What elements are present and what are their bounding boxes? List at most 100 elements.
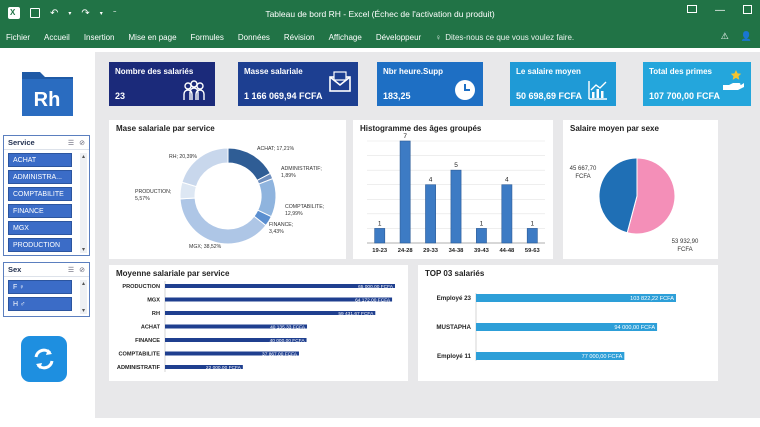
clear-filter-icon[interactable]: ⊘ [79,266,85,274]
kpi-value: 107 700,00 FCFA [649,91,721,101]
category-label: Employé 23 [437,295,472,302]
redo-dropdown-icon[interactable]: ▾ [99,10,103,17]
slicer-item-administratif[interactable]: ADMINISTRA... [8,170,72,184]
donut-label: ADMINISTRATIF; 1,89% [281,166,322,179]
data-label: 65 000,00 FCFA [358,284,394,290]
hbar [165,297,393,302]
service-slicer-scrollbar[interactable]: ▴ ▾ [80,153,87,253]
tab-formules[interactable]: Formules [190,33,224,42]
clear-filter-icon[interactable]: ⊘ [79,139,85,147]
kpi-value: 183,25 [383,91,411,101]
salary-by-sex-panel: Salaire moyen par sexe 45 667,70 FCFA 53 9… [563,120,718,259]
tab-developpeur[interactable]: Développeur [375,33,422,42]
slicer-item-finance[interactable]: FINANCE [8,204,72,218]
lightbulb-icon: ♀ [435,33,442,42]
hbar [165,284,395,288]
age-histogram-chart: 1 19-23 7 24-28 4 29-33 5 34-38 1 39-43 4 44-48 1 59-… [367,133,545,254]
data-label: 40 000,00 FCFA [270,338,306,344]
refresh-button[interactable] [21,336,67,382]
sex-slicer-scrollbar[interactable]: ▴ ▾ [80,280,87,314]
tab-insertion[interactable]: Insertion [83,33,115,42]
slicer-item-comptabilite[interactable]: COMPTABILITE [8,187,72,201]
ribbon-right-icons: ⚠ 👤 [721,31,752,42]
user-icon[interactable]: 👤 [740,31,752,41]
kpi-value: 23 [115,91,126,101]
excel-ribbon: X ↶ ▾ ↷ ▾ ⁼ Tableau de bord RH - Excel (… [0,0,760,48]
multi-select-icon[interactable]: ☰ [67,266,75,274]
category-label: MUSTAPHA [436,324,471,331]
category-label: FINANCE [135,338,160,344]
donut-slice [179,197,267,245]
tab-fichier[interactable]: Fichier [6,33,31,42]
service-slicer[interactable]: Service ☰ ⊘ ACHAT ADMINISTRA... COMPTABI… [3,135,90,256]
pie-slice [598,157,638,234]
sex-slicer[interactable]: Sex ☰ ⊘ F ♀ H ♂ ▴ ▾ [3,262,90,317]
donut-label: ACHAT; 17,21% [257,146,294,152]
kpi-card-employees: Nombre des salariés 23 [109,62,215,106]
data-label: 103 822,22 FCFA [630,296,674,302]
kpi-card-bonus: Total des primes 107 700,00 FCFA [643,62,751,106]
hbar [165,324,308,329]
tab-mise-en-page[interactable]: Mise en page [128,33,177,42]
status-bar [0,418,760,427]
slicer-item-female[interactable]: F ♀ [8,280,72,294]
kpi-label: Nombre des salariés [115,67,194,76]
multi-select-icon[interactable]: ☰ [67,139,75,147]
customize-qat-icon[interactable]: ⁼ [112,10,117,17]
histogram-bar [425,184,436,244]
tab-accueil[interactable]: Accueil [44,33,70,42]
x-tick-label: 39-43 [474,248,490,254]
ribbon-display-icon[interactable] [687,5,697,13]
undo-icon[interactable]: ↶ [50,7,59,19]
hbar [165,351,299,356]
histogram-bar [526,228,538,244]
save-icon[interactable] [30,8,40,18]
scroll-up-icon[interactable]: ▴ [81,281,85,287]
undo-dropdown-icon[interactable]: ▾ [68,10,72,17]
data-label: 59 431,67 FCFA [338,311,374,317]
kpi-label: Nbr heure.Supp [383,67,444,76]
kpi-card-overtime: Nbr heure.Supp 183,25 [377,62,483,106]
scroll-down-icon[interactable]: ▾ [81,247,85,253]
donut-slice [181,147,229,188]
quick-access-toolbar: X ↶ ▾ ↷ ▾ ⁼ [8,5,117,21]
people-icon [183,80,205,100]
top3-employees-panel: TOP 03 salariés Employé 23 103 822,22 FCF… [418,265,718,381]
donut-label: RH; 20,39% [169,154,197,160]
slicer-item-mgx[interactable]: MGX [8,221,72,235]
salary-sex-pie-chart: 45 667,70 FCFA 53 932,90 FCFA [570,157,699,253]
tab-revision[interactable]: Révision [283,33,315,42]
top3-bar-chart: Employé 23 103 822,22 FCFA MUSTAPHA 94 000,… [436,293,676,361]
rh-folder-logo: Rh [22,72,73,116]
data-label: 94 000,00 FCFA [614,325,655,331]
slicer-item-production[interactable]: PRODUCTION [8,238,72,252]
redo-icon[interactable]: ↷ [81,7,90,19]
clock-icon [455,80,475,100]
tab-donnees[interactable]: Données [237,33,270,42]
data-label: 5 [454,162,458,169]
slicer-item-male[interactable]: H ♂ [8,297,72,311]
histogram-bar [374,228,386,244]
chart-icon [588,81,607,100]
panel-title: TOP 03 salariés [425,269,485,278]
hbar [476,352,625,360]
pie-label: 45 667,70 FCFA [570,166,597,180]
warning-icon[interactable]: ⚠ [720,31,729,41]
category-label: RH [152,311,160,317]
x-tick-label: 44-48 [499,248,515,254]
payroll-by-service-panel: Mase salariale par service ACHAT; 17,21%… [109,120,346,259]
tell-me-box[interactable]: ♀ Dites-nous ce que vous voulez faire. [435,33,574,42]
scroll-down-icon[interactable]: ▾ [81,308,85,314]
restore-icon[interactable] [743,5,752,14]
scroll-up-icon[interactable]: ▴ [81,154,85,160]
data-label: 1 [530,220,534,227]
tab-affichage[interactable]: Affichage [328,33,362,42]
data-label: 1 [480,220,484,227]
kpi-card-avg-salary: Le salaire moyen 50 698,69 FCFA [510,62,616,106]
refresh-icon [34,348,54,370]
x-tick-label: 29-33 [423,248,439,254]
minimize-icon[interactable]: — [715,5,725,16]
rh-logo-text: Rh [34,89,61,111]
slicer-item-achat[interactable]: ACHAT [8,153,72,167]
category-label: ACHAT [141,325,161,331]
